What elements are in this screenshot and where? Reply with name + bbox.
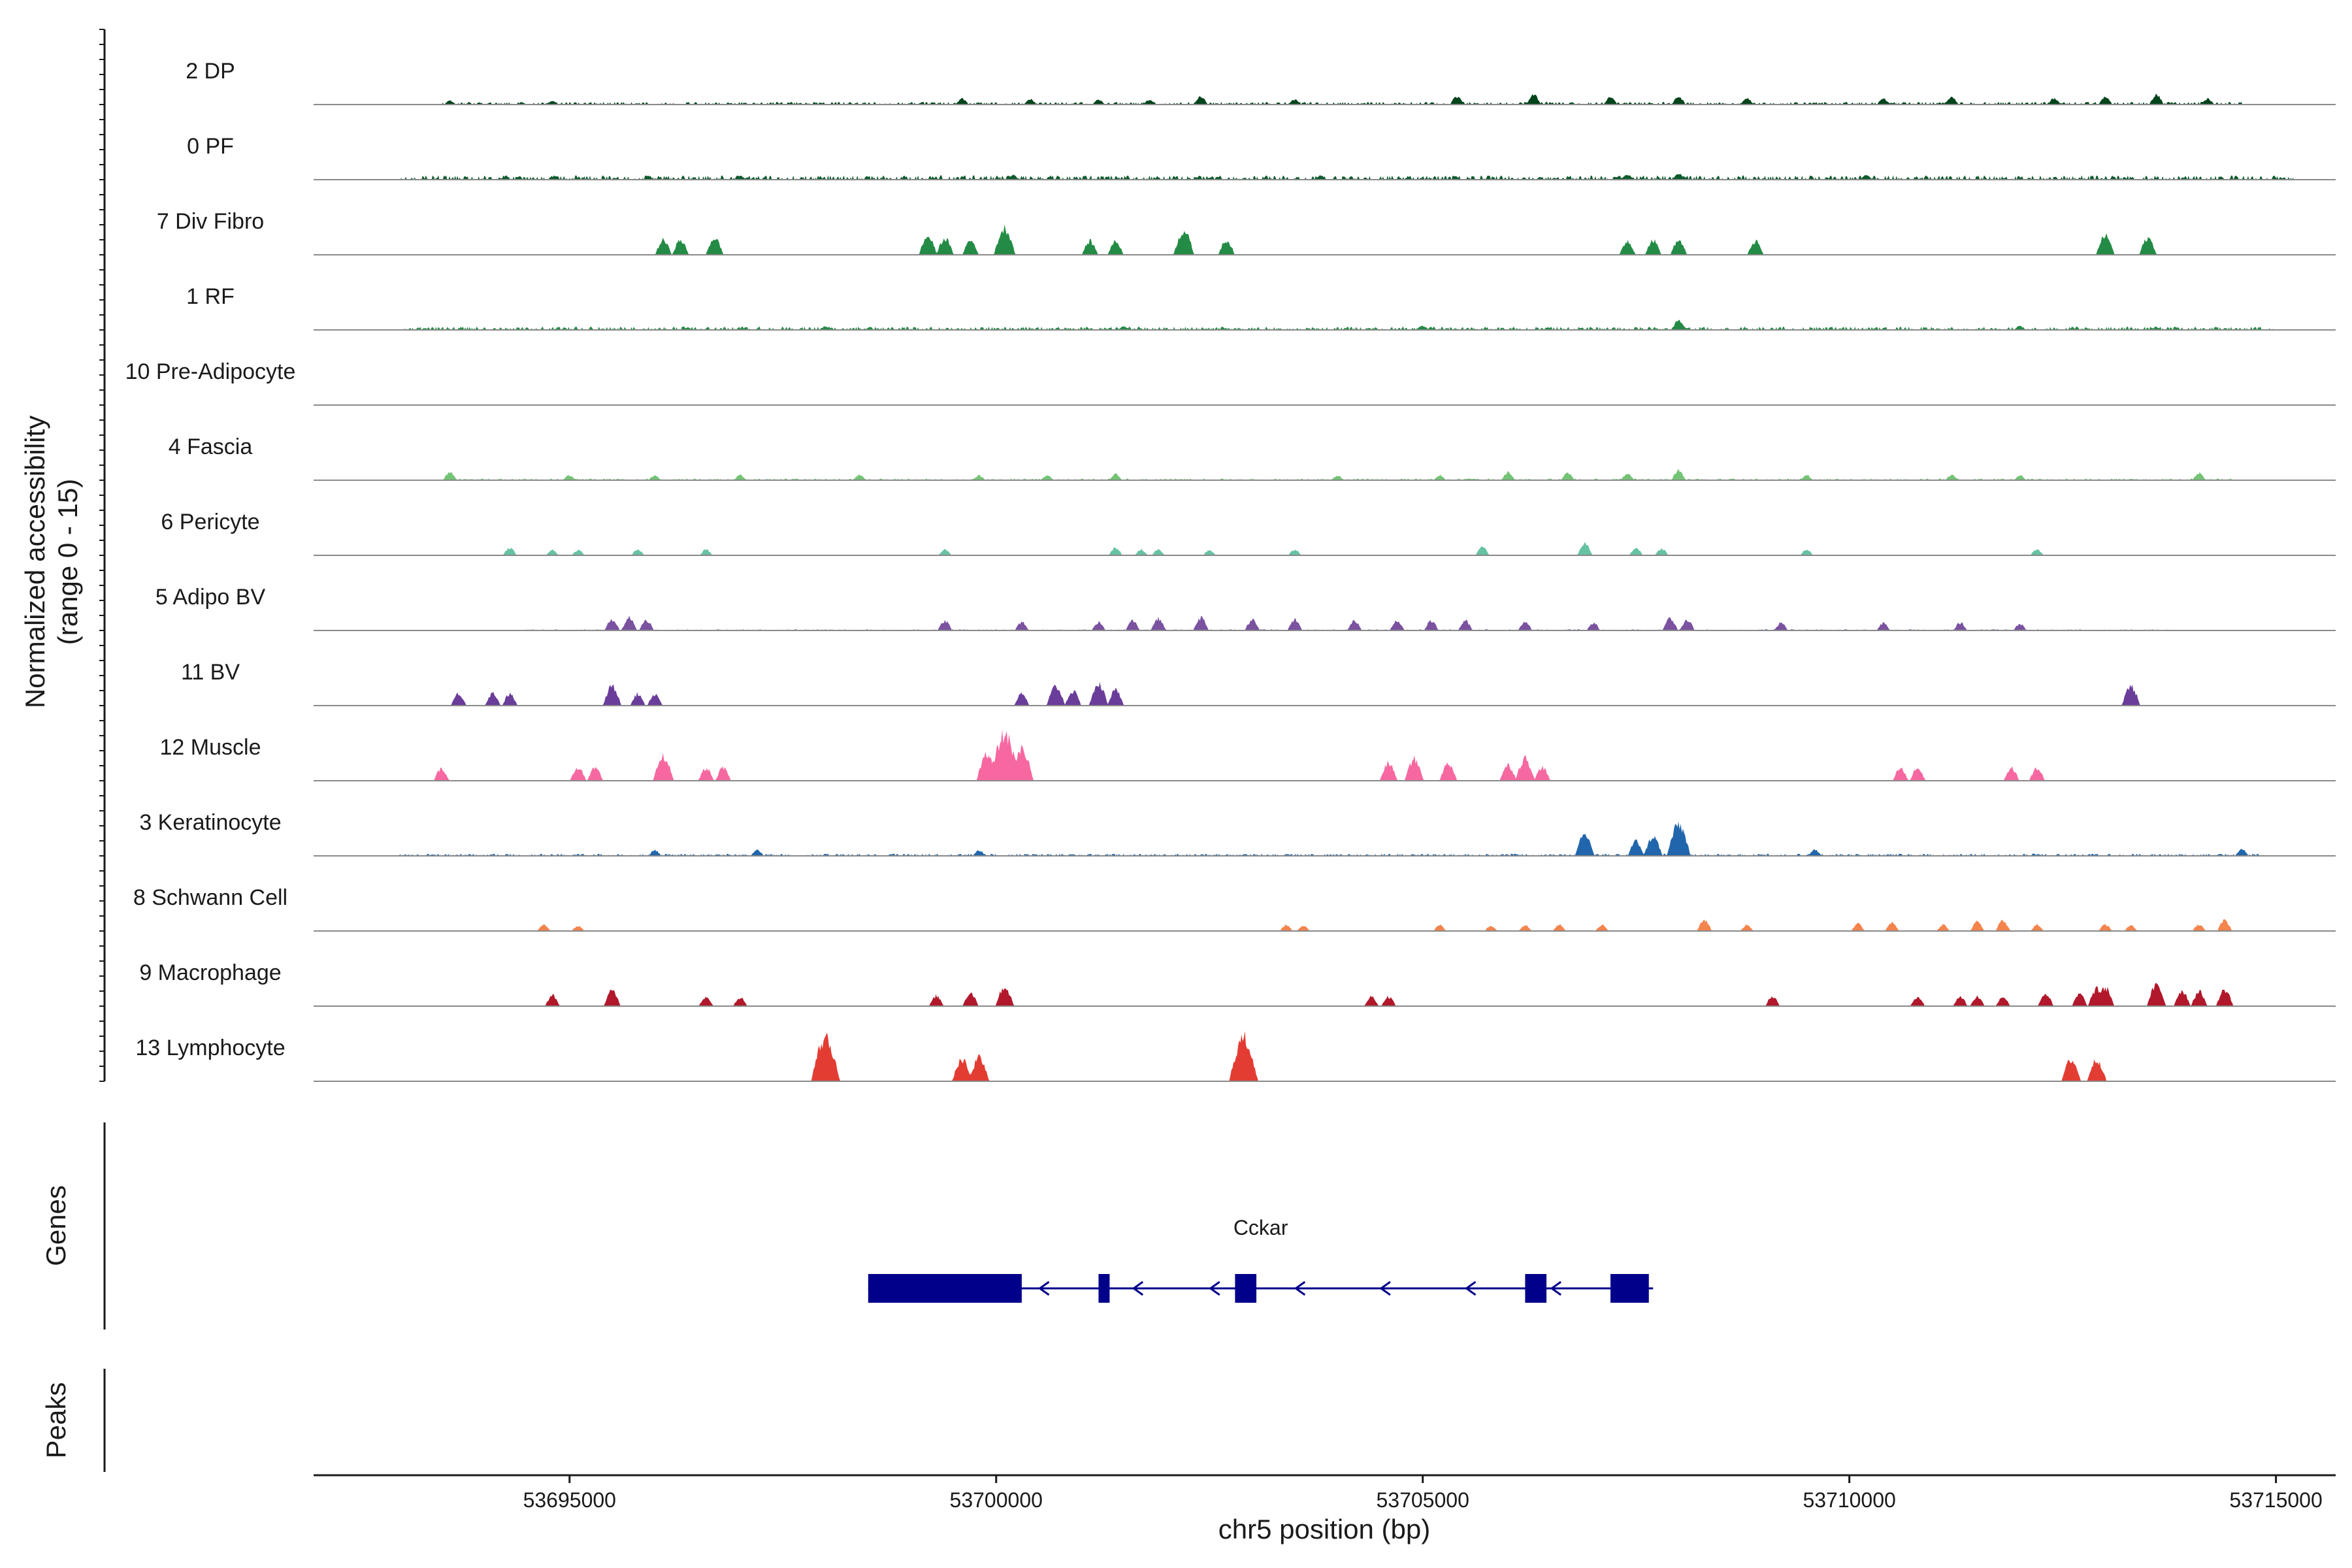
y-axis-title-line2: (range 0 - 15) [52,479,83,645]
x-tick-label: 53710000 [1803,1488,1895,1512]
x-tick-label: 53695000 [523,1488,616,1512]
track-13-lymphocyte: 13 Lymphocyte [135,1031,2336,1082]
coverage-tracks: 2 DP 0 PF 7 Div Fibro 1 RF 10 Pre-Adipocyte 4… [125,59,2336,1082]
coverage-area [314,542,2336,555]
x-tick-label: 53705000 [1376,1488,1469,1512]
track-label: 3 Keratinocyte [139,810,281,835]
track-label: 1 RF [186,284,235,309]
coverage-area [314,615,2336,630]
coverage-area [314,919,2336,931]
x-tick-label: 53700000 [950,1488,1043,1512]
track-6-pericyte: 6 Pericyte [161,510,2336,556]
gene-exon [1610,1274,1649,1303]
track-4-fascia: 4 Fascia [169,434,2336,481]
track-5-adipo-bv: 5 Adipo BV [155,585,2336,631]
track-7-div-fibro: 7 Div Fibro [157,209,2336,255]
coverage-area [314,93,2336,105]
coverage-area [314,821,2336,856]
coverage-area [314,174,2336,180]
track-10-pre-adipocyte: 10 Pre-Adipocyte [125,359,2336,406]
peaks-panel-label: Peaks [41,1382,71,1459]
strand-arrow [1294,1281,1306,1296]
track-label: 12 Muscle [160,735,261,760]
coverage-area [314,681,2336,706]
x-tick-label: 53715000 [2229,1488,2322,1512]
strand-arrow [1132,1281,1144,1296]
strand-arrow [1379,1281,1391,1296]
gene-exon [1525,1274,1547,1303]
track-label: 5 Adipo BV [155,585,266,610]
coverage-y-axis-title: Normalized accessibility (range 0 - 15) [20,416,83,708]
y-axis-title-line1: Normalized accessibility [20,416,50,708]
x-axis-title: chr5 position (bp) [1218,1514,1431,1544]
track-9-macrophage: 9 Macrophage [139,960,2336,1007]
strand-arrow [1464,1281,1477,1296]
coverage-area [314,224,2336,255]
track-label: 0 PF [187,134,234,159]
track-label: 6 Pericyte [161,510,259,534]
track-label: 9 Macrophage [139,960,281,985]
strand-arrow [1550,1281,1561,1296]
strand-arrow [1037,1281,1050,1296]
track-label: 10 Pre-Adipocyte [125,359,296,384]
track-0-pf: 0 PF [187,134,2336,180]
gene-name-label: Cckar [1233,1216,1288,1239]
x-axis-ticks: 53695000 53700000 53705000 53710000 53715000 [523,1475,2323,1512]
coverage-area [314,983,2336,1006]
genes-panel-label: Genes [41,1185,71,1266]
coverage-area [314,319,2336,330]
track-label: 7 Div Fibro [157,209,264,234]
coverage-area [314,468,2336,480]
track-8-schwann-cell: 8 Schwann Cell [133,885,2336,932]
track-label: 13 Lymphocyte [135,1036,285,1060]
track-11-bv: 11 BV [181,660,2336,706]
track-label: 8 Schwann Cell [133,885,287,910]
track-3-keratinocyte: 3 Keratinocyte [139,810,2336,857]
gene-exon [1098,1274,1110,1303]
track-1-rf: 1 RF [186,284,2336,331]
gene-exon [868,1274,1022,1303]
gene-exon [1235,1274,1257,1303]
track-label: 11 BV [181,660,240,685]
track-12-muscle: 12 Muscle [160,729,2336,781]
gene-track: Cckar [868,1216,1654,1303]
track-label: 2 DP [186,59,235,84]
strand-arrow [1209,1281,1220,1296]
coverage-area [314,1031,2336,1081]
track-2-dp: 2 DP [186,59,2336,105]
track-label: 4 Fascia [169,434,253,459]
coverage-area [314,729,2336,781]
coverage-y-axis-ticks [99,29,105,1082]
